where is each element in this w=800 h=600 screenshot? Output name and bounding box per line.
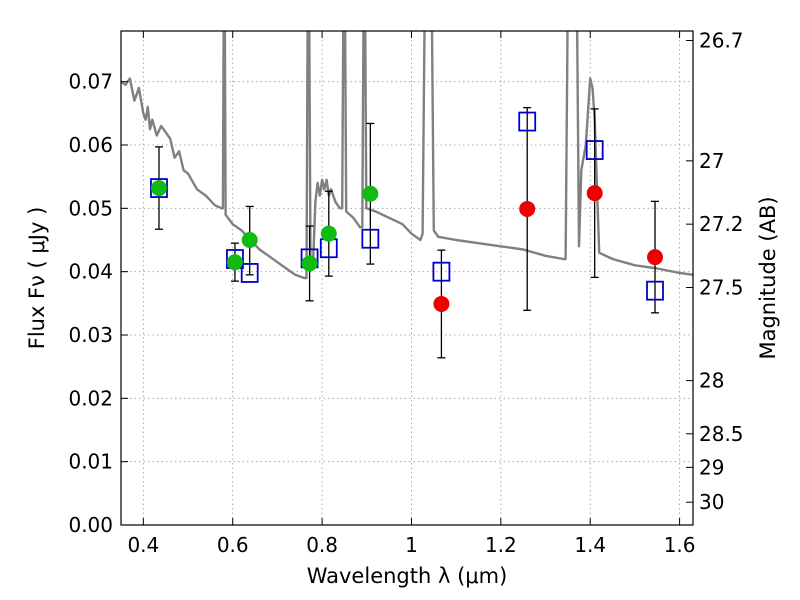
red-data-point — [433, 295, 450, 312]
y-tick-label: 0.01 — [68, 450, 113, 474]
x-tick-label: 0.4 — [127, 533, 159, 557]
right-axis-label: Magnitude (AB) — [756, 196, 780, 359]
y-tick-label: 0.06 — [68, 133, 113, 157]
model-band-square — [585, 140, 604, 160]
photometry-layer — [150, 106, 664, 359]
red-data-point — [647, 249, 664, 266]
right-tick-label: 27 — [699, 149, 724, 173]
model-spectrum-line — [121, 31, 693, 280]
model-band-square — [240, 263, 259, 283]
red-data-point — [519, 200, 536, 217]
x-tick-label: 0.8 — [306, 533, 338, 557]
green-data-point — [150, 180, 167, 197]
right-tick-label: 30 — [699, 490, 724, 514]
model-band-square — [361, 228, 380, 249]
green-data-point — [301, 255, 318, 272]
x-tick-label: 1.2 — [485, 533, 517, 557]
red-data-point — [586, 185, 603, 202]
x-tick-label: 1.4 — [574, 533, 606, 557]
model-band-square — [646, 280, 664, 301]
model-spectrum-layer — [121, 31, 693, 280]
y-tick-label: 0.00 — [68, 513, 113, 537]
model-band-square — [432, 261, 451, 282]
x-tick-label: 0.6 — [217, 533, 249, 557]
y-tick-label: 0.03 — [68, 323, 113, 347]
green-data-point — [241, 232, 258, 248]
y-axis-label: Flux Fν ( μJy ) — [25, 207, 49, 350]
right-tick-label: 27.5 — [699, 276, 744, 300]
x-axis-label: Wavelength λ (μm) — [307, 564, 508, 588]
x-tick-label: 1.6 — [664, 533, 696, 557]
right-tick-label: 28.5 — [699, 422, 744, 446]
green-data-point — [320, 225, 337, 242]
right-tick-label: 27.2 — [699, 212, 744, 236]
y-tick-label: 0.05 — [68, 196, 113, 220]
y-tick-label: 0.07 — [68, 70, 113, 94]
right-tick-label: 26.7 — [699, 29, 744, 53]
green-data-point — [226, 254, 243, 271]
right-tick-label: 28 — [699, 369, 724, 393]
green-data-point — [362, 185, 379, 202]
x-tick-label: 1 — [405, 533, 418, 557]
right-tick-label: 29 — [699, 455, 724, 479]
axes-ticks: 0.4 0.6 0.8 1 1.2 1.4 1.6 0.00 0.01 0.02 0.03 0.04 0… — [68, 29, 743, 558]
y-tick-label: 0.04 — [68, 260, 113, 284]
plot-background — [121, 31, 693, 525]
y-tick-label: 0.02 — [68, 386, 113, 410]
model-band-square — [518, 111, 537, 132]
plot-frame — [120, 30, 694, 526]
